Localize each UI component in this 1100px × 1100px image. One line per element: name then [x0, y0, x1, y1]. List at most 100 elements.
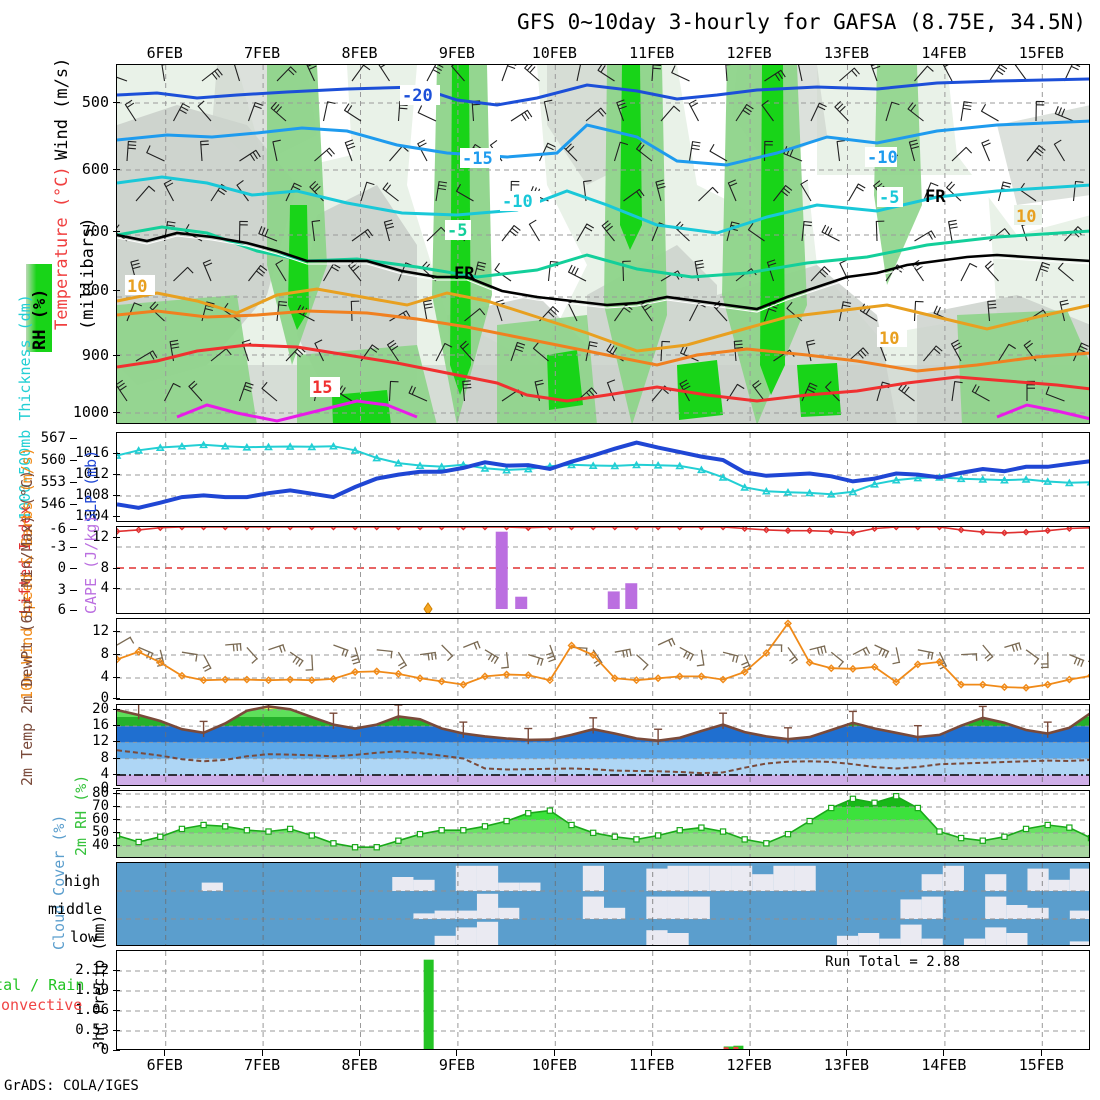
- x-tick-9feb: 9FEB: [439, 1056, 475, 1074]
- y-tick-thickness-553: 553: [41, 474, 66, 490]
- x-tick-6feb: 6FEB: [147, 44, 183, 62]
- x-tick-11feb: 11FEB: [629, 44, 674, 62]
- y-tick-mark: [113, 654, 120, 655]
- axis-title-temperature: Temperature (°C): [52, 166, 72, 330]
- y-tick-thickness-567: 567: [41, 430, 66, 446]
- y-tick-mark: [113, 758, 120, 759]
- x-tick-mark: [1041, 1050, 1042, 1056]
- svg-text:FR: FR: [925, 187, 946, 207]
- y-tick-mark: [113, 290, 120, 291]
- y-tick-li-m3: -3: [49, 539, 66, 555]
- y-tick-mark: [70, 504, 77, 505]
- cloud-row-label-middle: middle: [48, 900, 102, 918]
- y-tick-rh-40: 40: [92, 837, 109, 853]
- y-tick-mark: [113, 1010, 120, 1011]
- y-tick-mark: [113, 970, 120, 971]
- x-tick-7feb: 7FEB: [244, 1056, 280, 1074]
- slp-thickness-panel: [116, 432, 1090, 522]
- y-tick-wind-12: 12: [92, 623, 109, 639]
- x-tick-mark: [262, 1050, 263, 1056]
- x-tick-6feb: 6FEB: [147, 1056, 183, 1074]
- y-tick-wind-8: 8: [101, 646, 109, 662]
- y-tick-thickness-546: 546: [41, 496, 66, 512]
- y-tick-mark: [113, 725, 120, 726]
- precip-legend-convective: Convective: [0, 996, 82, 1014]
- x-tick-mark: [164, 1050, 165, 1056]
- axis-title-rh2m: 2m RH (%): [72, 775, 90, 856]
- svg-text:-5: -5: [447, 221, 467, 241]
- run-total-label: Run Total = 2.88: [825, 954, 960, 970]
- y-tick-mark: [113, 412, 120, 413]
- axis-title-temp2m: 2m Temp 2m DewPt (6hr Min/Max) (°C): [18, 470, 36, 786]
- x-tick-8feb: 8FEB: [341, 1056, 377, 1074]
- x-tick-8feb: 8FEB: [341, 44, 377, 62]
- y-tick-mark: [113, 832, 120, 833]
- x-tick-12feb: 12FEB: [727, 1056, 772, 1074]
- li-cape-panel: [116, 526, 1090, 614]
- x-tick-15feb: 15FEB: [1019, 44, 1064, 62]
- y-tick-thickness-560: 560: [41, 452, 66, 468]
- y-tick-pressure-500: 500: [82, 93, 109, 111]
- y-tick-mark: [113, 709, 120, 710]
- page-title: GFS 0~10day 3-hourly for GAFSA (8.75E, 3…: [517, 10, 1086, 34]
- y-tick-mark: [113, 588, 120, 589]
- svg-text:-10: -10: [867, 148, 898, 168]
- y-tick-li-m6: -6: [49, 521, 66, 537]
- y-tick-mark: [113, 474, 120, 475]
- y-tick-cape-4: 4: [101, 580, 109, 596]
- y-tick-mark: [70, 547, 77, 548]
- y-tick-mark: [113, 537, 120, 538]
- y-tick-wind-4: 4: [101, 669, 109, 685]
- x-tick-mark: [359, 1050, 360, 1056]
- y-tick-mark: [70, 568, 77, 569]
- y-tick-mark: [113, 1030, 120, 1031]
- y-tick-mark: [113, 793, 120, 794]
- y-tick-mark: [70, 438, 77, 439]
- y-tick-pressure-600: 600: [82, 160, 109, 178]
- axis-title-wind-upper: Wind (m/s): [52, 58, 72, 160]
- y-tick-mark: [113, 355, 120, 356]
- x-tick-13feb: 13FEB: [824, 44, 869, 62]
- svg-text:-20: -20: [402, 86, 433, 106]
- y-tick-mark: [113, 698, 120, 699]
- x-tick-10feb: 10FEB: [532, 1056, 577, 1074]
- y-tick-mark: [113, 169, 120, 170]
- svg-text:15: 15: [312, 378, 332, 398]
- y-tick-mark: [113, 102, 120, 103]
- x-tick-mark: [651, 1050, 652, 1056]
- y-tick-mark: [113, 845, 120, 846]
- precip-legend-total: Total / Rain: [0, 976, 84, 994]
- axis-title-cape: CAPE (J/kg): [82, 515, 100, 614]
- x-tick-11feb: 11FEB: [629, 1056, 674, 1074]
- x-tick-12feb: 12FEB: [727, 44, 772, 62]
- y-tick-temp-16: 16: [92, 717, 109, 733]
- y-tick-mark: [113, 774, 120, 775]
- x-tick-mark: [846, 1050, 847, 1056]
- y-tick-mark: [70, 529, 77, 530]
- y-tick-mark: [113, 231, 120, 232]
- y-tick-temp-8: 8: [101, 750, 109, 766]
- cloud-row-label-low: low: [70, 928, 97, 946]
- y-tick-mark: [113, 788, 120, 789]
- y-tick-mark: [113, 1050, 120, 1051]
- y-tick-mark: [113, 453, 120, 454]
- svg-text:-15: -15: [462, 149, 493, 169]
- x-tick-14feb: 14FEB: [921, 1056, 966, 1074]
- x-tick-7feb: 7FEB: [244, 44, 280, 62]
- x-tick-13feb: 13FEB: [824, 1056, 869, 1074]
- svg-text:FR: FR: [454, 264, 475, 284]
- x-tick-mark: [456, 1050, 457, 1056]
- y-tick-pressure-900: 900: [82, 346, 109, 364]
- y-tick-cape-8: 8: [101, 560, 109, 576]
- y-tick-li-0: 0: [58, 560, 66, 576]
- svg-text:10: 10: [1016, 207, 1036, 227]
- y-tick-mark: [70, 590, 77, 591]
- wind10m-panel: [116, 618, 1090, 700]
- rh2m-panel: [116, 790, 1090, 858]
- y-tick-mark: [113, 516, 120, 517]
- y-tick-pressure-1000: 1000: [73, 403, 109, 421]
- upper-air-panel: -20 -15 -10 -5 -10 -5 10 10 10: [116, 64, 1090, 424]
- x-tick-mark: [749, 1050, 750, 1056]
- temp2m-panel: [116, 704, 1090, 786]
- x-tick-15feb: 15FEB: [1019, 1056, 1064, 1074]
